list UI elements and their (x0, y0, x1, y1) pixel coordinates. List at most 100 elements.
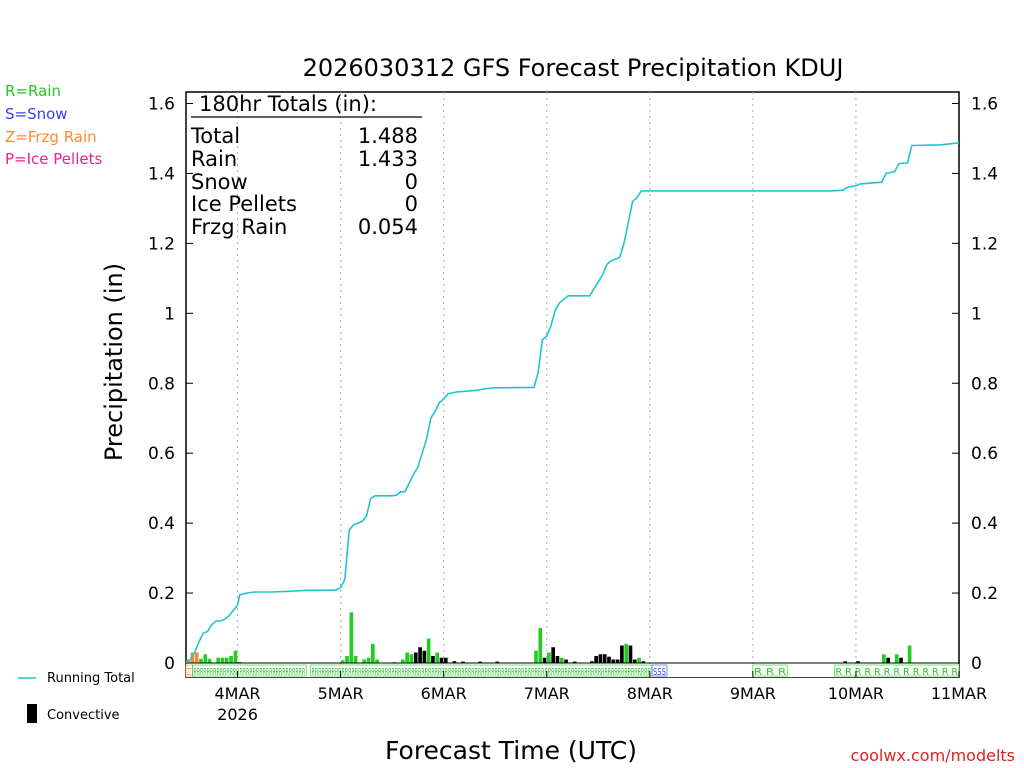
precip-bar (899, 657, 903, 663)
precip-bar (559, 657, 564, 663)
xtick-label: 8MAR (627, 684, 673, 703)
ptype-segment-box (192, 664, 307, 677)
ptype-segment-text: R R R (754, 667, 786, 678)
precip-bar (882, 654, 886, 663)
precip-bar (443, 657, 448, 663)
totals-header: 180hr Totals (in): (199, 92, 377, 116)
precip-bar (598, 654, 603, 663)
totals-value-snow: 0 (405, 170, 418, 194)
xtick-label: 7MAR (524, 684, 570, 703)
ytick-label-left: 1.4 (148, 164, 175, 184)
ytick-label-right: 0 (971, 654, 982, 674)
precip-bar (637, 657, 641, 663)
precip-bar (362, 659, 367, 663)
precip-bars (186, 612, 912, 663)
precip-bar (353, 656, 358, 663)
precip-bar (340, 660, 345, 663)
x-axis-label: Forecast Time (UTC) (385, 736, 637, 765)
precip-bar (194, 652, 199, 663)
totals-value-rain: 1.433 (358, 147, 418, 171)
totals-value-total: 1.488 (358, 124, 418, 148)
precip-bar (401, 659, 405, 663)
precip-bar (413, 652, 418, 663)
ptype-segment-text: RRRRRRRRRRRRRRRRRRRRRRRRRRRRRRRRRR (193, 667, 305, 678)
ytick-label-right: 0.8 (971, 374, 998, 394)
precip-bar (624, 643, 629, 663)
totals-label-ice: Ice Pellets (191, 192, 297, 216)
precip-bar (233, 650, 238, 663)
totals-value-ice: 0 (405, 192, 418, 216)
precip-bar (439, 657, 444, 663)
xtick-label: 10MAR (828, 684, 884, 703)
precip-bar (431, 656, 435, 663)
ytick-label-left: 1.6 (148, 95, 175, 115)
ptype-strip: ZZ RRRRRRRRRRRRRRRRRRRRRRRRRRRRRRRRRR RRRR… (185, 664, 960, 678)
precip-bar (547, 652, 551, 663)
precip-bar (495, 661, 500, 663)
precip-bar (435, 652, 440, 663)
ytick-label-left: 0.4 (148, 514, 175, 534)
watermark: coolwx.com/modelts (851, 746, 1015, 765)
ytick-label-right: 1.4 (971, 164, 998, 184)
precip-bar (203, 654, 208, 663)
precip-bar (843, 661, 848, 663)
precip-bar (894, 654, 899, 663)
precip-bar (452, 661, 457, 663)
precip-bar (426, 638, 431, 663)
ytick-label-right: 1.2 (971, 234, 998, 254)
precip-bar (392, 661, 397, 663)
totals-value-frzg: 0.054 (358, 215, 418, 239)
precip-bar (602, 654, 607, 663)
ytick-label-left: 0.6 (148, 444, 175, 464)
precip-bar (345, 656, 349, 663)
ptype-segment-text: R R R R R R R R R R R R R (835, 667, 958, 678)
precip-bar (615, 659, 620, 663)
ptype-segment-text: SSS (653, 667, 666, 678)
ytick-label-left: 0.8 (148, 374, 175, 394)
precip-bar (405, 652, 409, 663)
precip-bar (564, 659, 568, 663)
precip-bar (418, 647, 422, 663)
xtick-label: 11MAR (931, 684, 987, 703)
precip-bar (237, 661, 242, 663)
gridlines (237, 92, 857, 677)
precip-bar (190, 652, 195, 663)
legend-frzg: Z=Frzg Rain (5, 128, 97, 146)
plot-frame (185, 91, 960, 678)
precip-bar (461, 661, 465, 663)
precip-bar (375, 659, 379, 663)
precip-bar (216, 657, 221, 663)
ptype-segment-text: RRRRRRRRRRRRRRRRRRRRRRRRRRRRRRRRRRRRRRRR… (312, 667, 651, 678)
precip-bar (370, 643, 375, 663)
ytick-label-right: 0.6 (971, 444, 998, 464)
precip-bar (478, 661, 482, 663)
totals-label-frzg: Frzg Rain (191, 215, 287, 239)
precip-bar (632, 659, 637, 663)
ytick-label-right: 1 (971, 304, 982, 324)
precip-bar (409, 654, 414, 663)
precip-bar (907, 645, 912, 663)
precip-bar (589, 661, 594, 663)
legend-rain: R=Rain (5, 82, 61, 100)
chart-title: 2026030312 GFS Forecast Precipitation KD… (303, 54, 844, 82)
ptype-segment-box (834, 664, 960, 677)
ytick-label-left: 1.2 (148, 234, 175, 254)
precip-bar (349, 612, 354, 663)
ptype-segment-box (651, 664, 668, 677)
precip-bar (538, 628, 543, 663)
running-total-line (185, 141, 960, 664)
ytick-label-left: 0 (164, 654, 175, 674)
y-axis-label: Precipitation (in) (100, 263, 128, 461)
ptype-segment-box (752, 664, 788, 677)
xtick-label: 9MAR (730, 684, 776, 703)
ptype-strip-bg (186, 664, 959, 677)
precip-bar (886, 657, 890, 663)
precip-bar (620, 645, 624, 663)
ytick-label-right: 0.4 (971, 514, 998, 534)
totals-label-total: Total (190, 124, 240, 148)
precip-bar (555, 656, 560, 663)
ytick-label-left: 1 (164, 304, 175, 324)
legend-ice: P=Ice Pellets (5, 150, 102, 168)
precip-bar (366, 657, 371, 663)
